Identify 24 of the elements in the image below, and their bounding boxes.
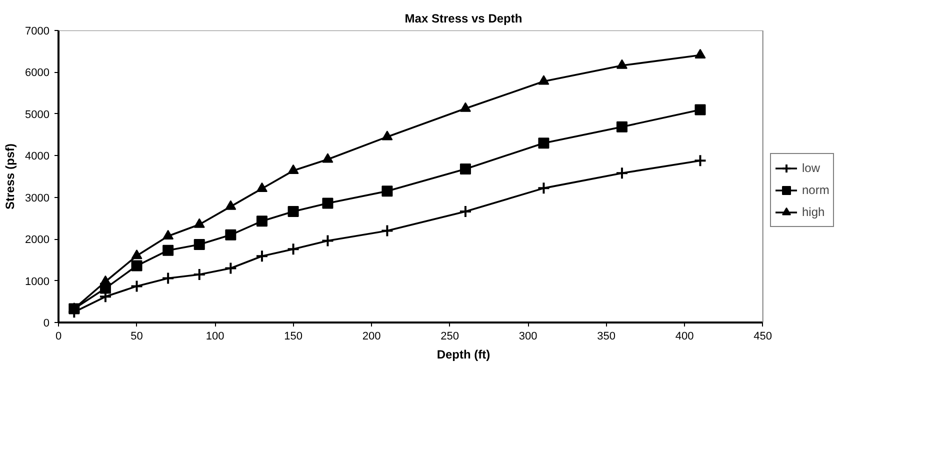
chart-title: Max Stress vs Depth [404,12,522,26]
x-tick-label: 250 [440,330,459,342]
y-tick-label: 4000 [25,150,50,163]
y-axis-title: Stress (psf) [3,143,18,210]
legend-label: low [802,161,822,175]
y-tick-label: 5000 [25,108,50,121]
x-tick-label: 200 [362,330,381,342]
x-tick-label: 450 [754,330,772,342]
x-tick-label: 50 [130,330,143,342]
y-tick-label: 3000 [25,192,50,204]
legend-label: norm [802,183,830,197]
x-tick-label: 300 [518,330,538,342]
legend-label: high [802,205,825,219]
y-tick-label: 6000 [25,67,50,80]
y-tick-label: 2000 [25,234,50,246]
x-tick-label: 350 [597,330,616,342]
x-tick-label: 400 [675,330,694,342]
y-tick-label: 1000 [25,276,50,288]
y-tick-label: 0 [43,318,50,330]
x-tick-label: 0 [55,330,62,342]
y-tick-label: 7000 [25,26,50,38]
x-tick-label: 150 [284,330,302,342]
x-tick-label: 100 [206,330,224,342]
x-axis-title: Depth (ft) [436,348,490,362]
